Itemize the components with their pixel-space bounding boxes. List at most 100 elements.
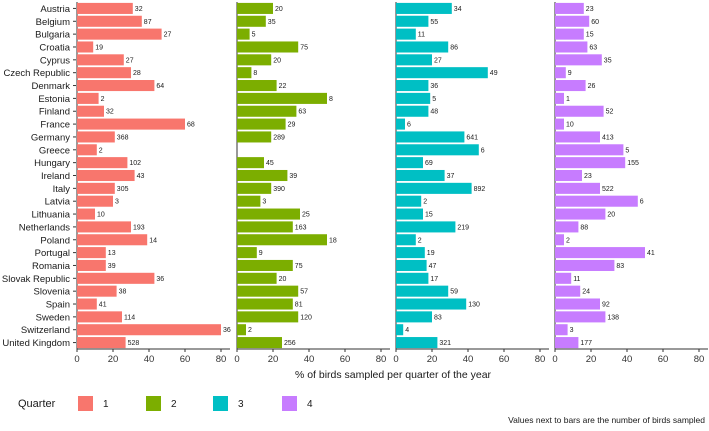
category-label-czech-republic: Czech Republic	[3, 68, 70, 79]
bar-q2-italy	[237, 182, 272, 194]
category-label-spain: Spain	[46, 300, 70, 311]
category-label-greece: Greece	[39, 145, 70, 156]
bar-q2-romania	[237, 259, 293, 271]
data-label-q4-portugal: 41	[647, 250, 655, 257]
data-label-q2-germany: 289	[273, 134, 285, 141]
data-label-q1-spain: 41	[99, 302, 107, 309]
data-label-q1-germany: 368	[117, 134, 129, 141]
data-label-q2-netherlands: 163	[295, 224, 307, 231]
data-label-q3-czech-republic: 49	[490, 70, 498, 77]
data-label-q3-poland: 2	[418, 237, 422, 244]
data-label-q3-estonia: 5	[432, 96, 436, 103]
data-label-q1-denmark: 64	[156, 83, 164, 90]
category-label-slovenia: Slovenia	[34, 287, 71, 298]
x-tick-label: 60	[499, 354, 510, 365]
data-label-q1-latvia: 3	[115, 199, 119, 206]
bar-q1-greece	[77, 144, 97, 156]
data-label-q2-portugal: 9	[259, 250, 263, 257]
bar-q3-belgium	[396, 15, 429, 27]
legend-swatch-q1	[78, 396, 93, 411]
bar-q1-hungary	[77, 157, 128, 169]
bar-q3-portugal	[396, 247, 425, 259]
data-label-q4-lithuania: 20	[607, 212, 615, 219]
x-tick-label: 80	[535, 354, 546, 365]
x-axis-title: % of birds sampled per quarter of the ye…	[295, 369, 492, 381]
legend-swatch-q2	[146, 396, 161, 411]
bar-q3-croatia	[396, 41, 449, 53]
bar-q3-united-kingdom	[396, 337, 438, 349]
data-label-q2-bulgaria: 5	[252, 32, 256, 39]
data-label-q2-italy: 390	[273, 186, 285, 193]
data-label-q3-slovak-republic: 17	[430, 276, 438, 283]
data-label-q1-croatia: 19	[95, 44, 103, 51]
legend-label-q1: 1	[103, 399, 109, 410]
data-label-q3-sweden: 83	[434, 314, 442, 321]
data-label-q4-sweden: 138	[607, 314, 619, 321]
bar-q3-sweden	[396, 311, 432, 323]
legend-title: Quarter	[18, 398, 56, 410]
bar-q4-romania	[555, 259, 615, 271]
data-label-q4-slovenia: 24	[582, 289, 590, 296]
data-label-q4-spain: 92	[602, 302, 610, 309]
data-label-q1-slovenia: 38	[119, 289, 127, 296]
data-label-q1-austria: 32	[135, 6, 143, 13]
data-label-q4-austria: 23	[586, 6, 594, 13]
category-label-bulgaria: Bulgaria	[35, 30, 71, 41]
category-label-poland: Poland	[40, 235, 70, 246]
bar-q3-slovak-republic	[396, 272, 429, 284]
legend-swatch-q3	[213, 396, 228, 411]
data-label-q3-croatia: 86	[450, 44, 458, 51]
data-label-q4-netherlands: 88	[580, 224, 588, 231]
bar-q3-spain	[396, 298, 467, 310]
bar-q1-denmark	[77, 80, 155, 92]
legend-label-q2: 2	[171, 399, 177, 410]
bar-q2-switzerland	[237, 324, 246, 336]
x-tick-label: 80	[694, 354, 705, 365]
data-label-q4-belgium: 60	[591, 19, 599, 26]
data-label-q1-italy: 305	[117, 186, 129, 193]
bar-q4-lithuania	[555, 208, 606, 220]
data-label-q3-cyprus: 27	[434, 57, 442, 64]
chart-footnote: Values next to bars are the number of bi…	[508, 415, 705, 425]
data-label-q3-finland: 48	[430, 109, 438, 116]
data-label-q3-denmark: 36	[430, 83, 438, 90]
data-label-q2-sweden: 120	[300, 314, 312, 321]
bar-q3-switzerland	[396, 324, 404, 336]
data-label-q3-switzerland: 4	[405, 327, 409, 334]
bar-q3-denmark	[396, 80, 429, 92]
bar-q2-czech-republic	[237, 67, 252, 79]
data-label-q4-united-kingdom: 177	[580, 340, 592, 347]
data-label-q4-ireland: 23	[584, 173, 592, 180]
data-label-q2-latvia: 3	[262, 199, 266, 206]
data-label-q2-ireland: 39	[289, 173, 297, 180]
data-label-q4-germany: 413	[602, 134, 614, 141]
category-label-austria: Austria	[40, 4, 70, 15]
category-label-finland: Finland	[39, 107, 70, 118]
bar-q3-poland	[396, 234, 416, 246]
data-label-q4-cyprus: 35	[604, 57, 612, 64]
x-tick-label: 0	[552, 354, 557, 365]
category-label-united-kingdom: United Kingdom	[2, 338, 70, 349]
bar-q4-spain	[555, 298, 600, 310]
bar-q4-slovenia	[555, 285, 581, 297]
category-label-slovak-republic: Slovak Republic	[2, 274, 70, 285]
data-label-q1-bulgaria: 27	[164, 32, 172, 39]
data-label-q4-poland: 2	[566, 237, 570, 244]
bar-q4-finland	[555, 105, 604, 117]
bar-q2-france	[237, 118, 286, 130]
x-tick-label: 0	[393, 354, 398, 365]
data-label-q2-switzerland: 2	[248, 327, 252, 334]
data-label-q2-france: 29	[288, 122, 296, 129]
data-label-q4-france: 10	[566, 122, 574, 129]
x-tick-label: 60	[340, 354, 351, 365]
data-label-q3-bulgaria: 11	[418, 32, 425, 39]
bar-q4-denmark	[555, 80, 586, 92]
data-label-q2-czech-republic: 8	[253, 70, 257, 77]
bar-q2-netherlands	[237, 221, 293, 233]
bar-q1-germany	[77, 131, 115, 143]
data-label-q2-hungary: 45	[266, 160, 274, 167]
bar-q4-switzerland	[555, 324, 568, 336]
data-label-q1-finland: 32	[106, 109, 114, 116]
data-label-q3-belgium: 55	[430, 19, 438, 26]
